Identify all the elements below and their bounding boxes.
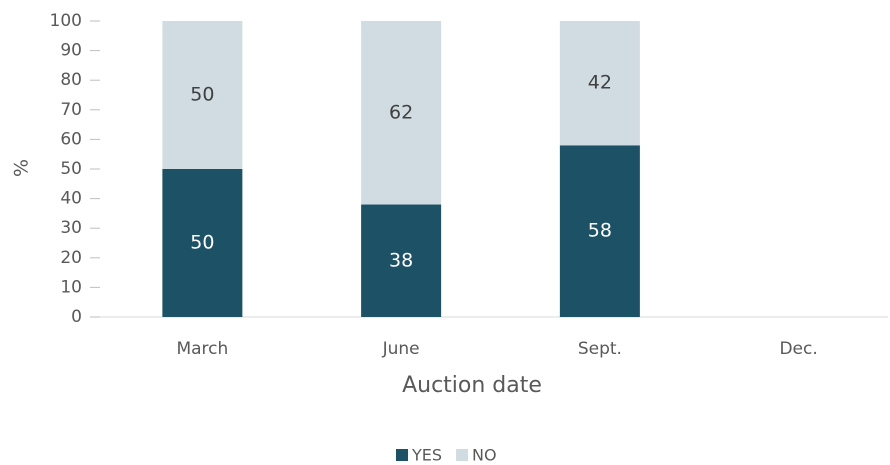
x-tick-label: Dec.	[779, 339, 817, 359]
y-tick-label: 80	[60, 70, 82, 90]
y-tick-label: 0	[71, 307, 82, 327]
legend-swatch	[396, 449, 408, 461]
bar-segment	[162, 169, 243, 317]
y-tick-label: 70	[60, 100, 82, 120]
y-tick-label: 90	[60, 41, 82, 61]
data-label: 50	[190, 84, 214, 106]
legend-label: NO	[472, 446, 497, 465]
bar-segment	[361, 204, 442, 317]
bar-segment	[559, 21, 640, 146]
bar-segment	[162, 21, 243, 169]
legend-swatch	[456, 449, 469, 461]
x-tick-label: June	[382, 339, 420, 359]
data-label: 62	[389, 101, 413, 123]
data-label: 42	[588, 72, 612, 94]
data-label: 58	[588, 220, 612, 242]
y-tick-label: 50	[60, 159, 82, 179]
y-tick-label: 30	[60, 218, 82, 238]
bar-segment	[559, 145, 640, 317]
legend-label: YES	[411, 446, 442, 465]
x-tick-label: Sept.	[578, 339, 622, 359]
data-label: 50	[190, 232, 214, 254]
x-tick-label: March	[176, 339, 228, 359]
y-tick-label: 40	[60, 189, 82, 209]
y-tick-label: 20	[60, 248, 82, 268]
y-tick-label: 100	[50, 11, 82, 31]
y-tick-label: 10	[60, 277, 82, 297]
y-axis-title: %	[11, 159, 33, 177]
y-tick-label: 60	[60, 129, 82, 149]
x-axis-title: Auction date	[402, 373, 542, 398]
bar-segment	[361, 21, 442, 205]
data-label: 38	[389, 249, 413, 271]
